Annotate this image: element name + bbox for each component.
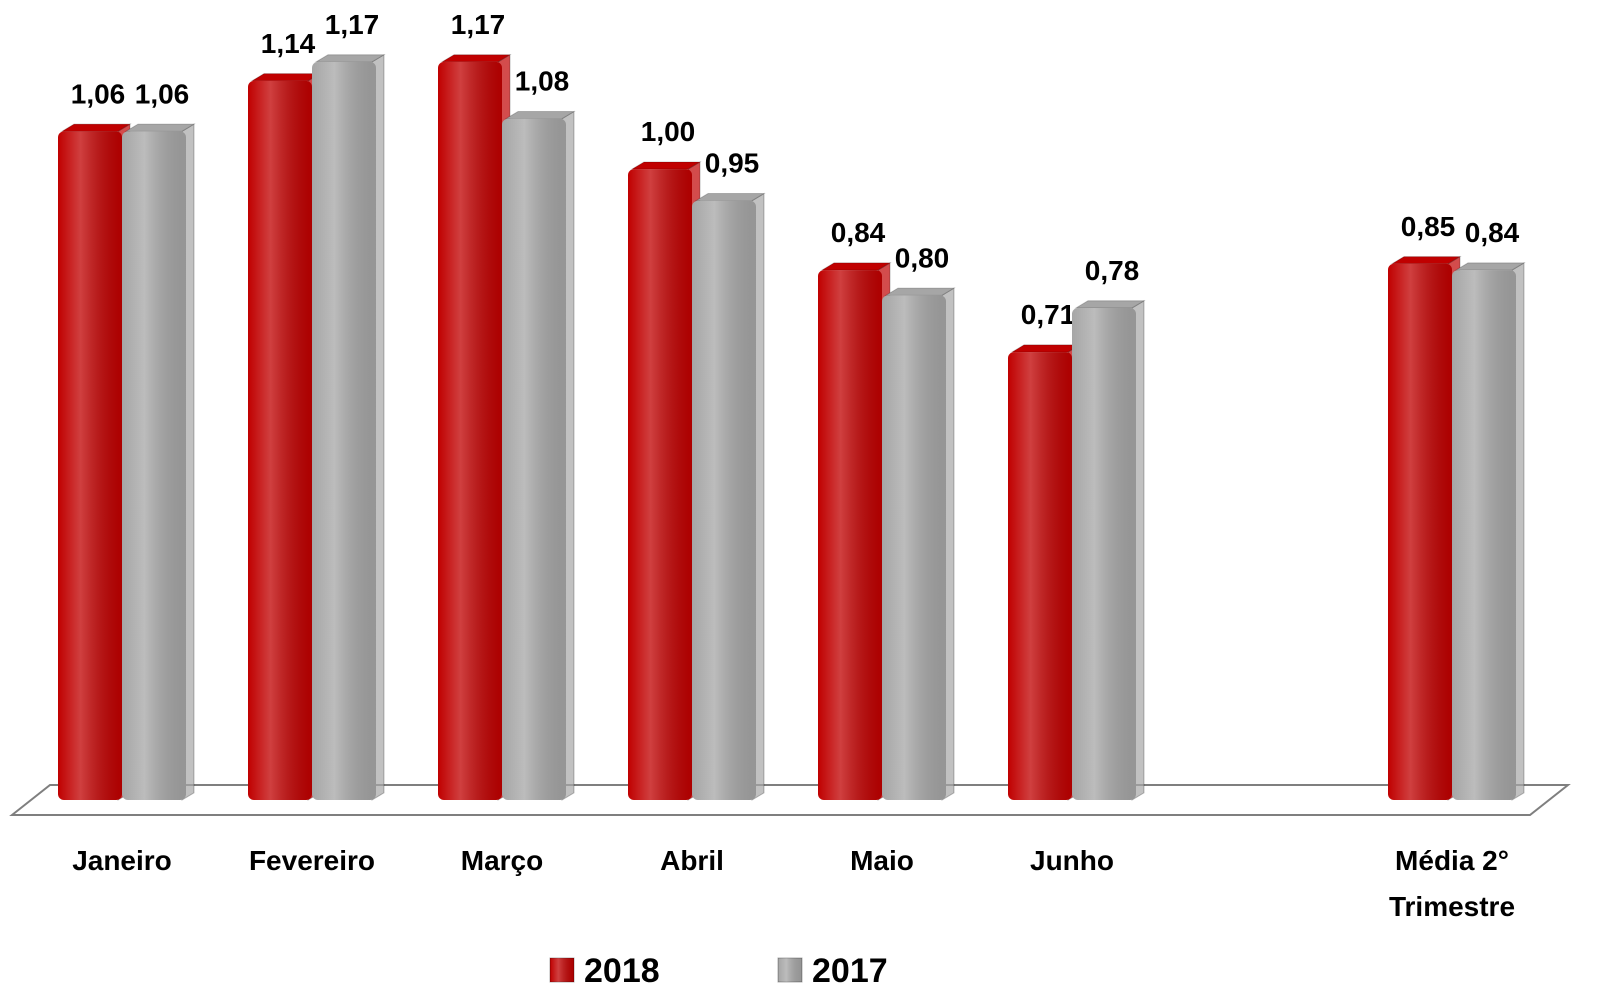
bar-shine [882, 295, 946, 800]
bar-shine [248, 80, 312, 801]
bar-top [884, 287, 956, 296]
data-label: 1,06 [71, 78, 126, 109]
bar-top [124, 123, 196, 132]
bar-shine [1072, 307, 1136, 800]
x-tick-label: Março [460, 845, 544, 876]
bar-top [630, 161, 702, 170]
data-label: 1,06 [135, 78, 190, 109]
data-label: 0,84 [1465, 217, 1520, 248]
x-tick-label: Maio [850, 845, 914, 876]
x-tick-label: Junho [1030, 845, 1114, 876]
bar-shine [438, 61, 502, 801]
data-label: 0,80 [895, 242, 950, 273]
bar-shine [58, 131, 122, 801]
data-label: 1,17 [325, 9, 380, 40]
bar-shine [1388, 263, 1452, 801]
data-label: 0,78 [1085, 255, 1140, 286]
bar-top [1010, 344, 1082, 353]
bar-top [440, 54, 512, 63]
bar-top [694, 193, 766, 202]
data-label: 1,17 [451, 9, 506, 40]
legend-swatch-shine [778, 958, 802, 982]
bar-shine [1452, 270, 1516, 801]
bar-top [504, 111, 576, 120]
floor [9, 784, 1571, 816]
data-label: 1,14 [261, 28, 316, 59]
bar-shine [628, 169, 692, 800]
data-label: 1,08 [515, 66, 570, 97]
legend-swatch-shine [550, 958, 574, 982]
data-label: 0,85 [1401, 211, 1456, 242]
data-label: 0,71 [1021, 299, 1076, 330]
x-tick-label: Abril [660, 845, 724, 876]
bar-top [1454, 262, 1526, 271]
bar-shine [692, 200, 756, 801]
bar-shine [122, 131, 186, 801]
bar-shine [1008, 352, 1072, 800]
bar-top [250, 73, 322, 82]
bar-top [820, 262, 892, 271]
bar-top [1074, 300, 1146, 309]
data-label: 0,95 [705, 148, 760, 179]
bar-shine [502, 118, 566, 800]
x-tick-label: Fevereiro [248, 845, 376, 876]
x-tick-label: Janeiro [72, 845, 172, 876]
legend-label: 2017 [812, 952, 888, 990]
bar-top [60, 123, 132, 132]
x-tick-label: Média 2° Trimestre [1388, 845, 1516, 922]
bar-top [1390, 256, 1462, 265]
bar-top [314, 54, 386, 63]
data-label: 0,84 [831, 217, 886, 248]
bar-shine [818, 270, 882, 801]
data-label: 1,00 [641, 116, 696, 147]
legend-label: 2018 [584, 952, 660, 990]
bar-shine [312, 61, 376, 801]
